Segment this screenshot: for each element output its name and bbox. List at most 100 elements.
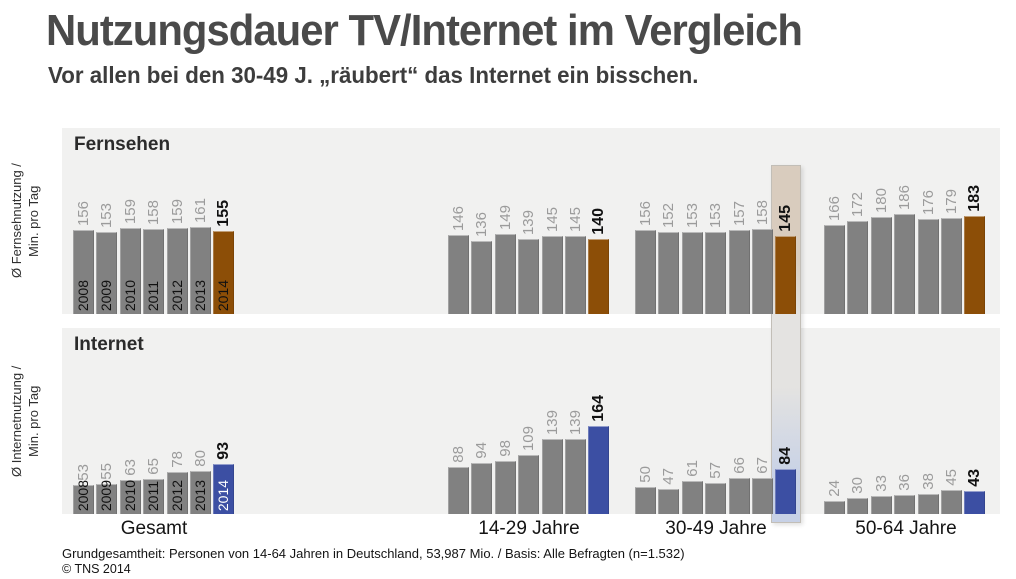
bar-internet-30-49-jahre-2012 bbox=[728, 478, 750, 514]
value-label-fernsehen-50-64-jahre-2012: 176 bbox=[919, 189, 937, 215]
value-label-fernsehen-50-64-jahre-2013: 179 bbox=[943, 188, 960, 214]
bar-internet-30-49-jahre-2011 bbox=[705, 483, 727, 514]
bar-internet-30-49-jahre-2014 bbox=[775, 469, 797, 514]
value-label-internet-gesamt-2010: 63 bbox=[121, 459, 139, 476]
year-label-fernsehen-2011: 2011 bbox=[145, 280, 162, 311]
value-label-fernsehen-14-29-jahre-2011: 139 bbox=[520, 209, 538, 235]
page-title: Nutzungsdauer TV/Internet im Vergleich bbox=[46, 6, 803, 55]
bar-fernsehen-gesamt-2011 bbox=[143, 229, 165, 314]
bar-internet-gesamt-2009 bbox=[96, 484, 118, 514]
year-label-internet-2009: 2009 bbox=[98, 479, 115, 511]
bar-internet-gesamt-2010 bbox=[119, 480, 141, 514]
copyright: © TNS 2014 bbox=[62, 562, 131, 576]
group-label-50-64: 50-64 Jahre bbox=[855, 518, 957, 539]
value-label-internet-30-49-jahre-2014: 84 bbox=[777, 447, 795, 465]
value-label-internet-14-29-jahre-2008: 88 bbox=[450, 446, 467, 463]
value-label-fernsehen-gesamt-2009: 153 bbox=[98, 202, 116, 228]
bar-internet-50-64-jahre-2014 bbox=[964, 491, 986, 514]
bar-fernsehen-30-49-jahre-2010 bbox=[681, 232, 703, 314]
value-label-fernsehen-50-64-jahre-2008: 166 bbox=[826, 195, 843, 221]
tv-panel-title: Fernsehen bbox=[74, 134, 171, 155]
bar-fernsehen-gesamt-2010 bbox=[119, 228, 141, 314]
value-label-fernsehen-14-29-jahre-2008: 146 bbox=[450, 205, 467, 231]
value-label-internet-gesamt-2014: 93 bbox=[215, 442, 233, 460]
bar-fernsehen-14-29-jahre-2013 bbox=[565, 236, 586, 314]
value-label-internet-gesamt-2008: 53 bbox=[75, 464, 92, 481]
bar-fernsehen-50-64-jahre-2012 bbox=[917, 219, 939, 314]
year-label-internet-2008: 2008 bbox=[75, 479, 91, 511]
value-label-internet-14-29-jahre-2011: 109 bbox=[520, 425, 538, 451]
value-label-fernsehen-14-29-jahre-2012: 145 bbox=[543, 206, 561, 232]
value-label-fernsehen-14-29-jahre-2009: 136 bbox=[473, 211, 491, 237]
bar-internet-50-64-jahre-2012 bbox=[917, 494, 939, 514]
group-label-30-49: 30-49 Jahre bbox=[665, 518, 767, 539]
bar-fernsehen-gesamt-2013 bbox=[190, 227, 211, 314]
value-label-fernsehen-14-29-jahre-2013: 145 bbox=[567, 206, 584, 232]
tv-axis-label: Ø Fernsehnutzung / Min. pro Tag bbox=[9, 163, 41, 279]
bar-internet-50-64-jahre-2013 bbox=[941, 490, 962, 514]
value-label-fernsehen-50-64-jahre-2009: 172 bbox=[849, 191, 867, 217]
tv-bars: 156 2008 153 2009 159 2010 158 2011 159 2012 161 20… bbox=[62, 128, 1000, 314]
bar-internet-50-64-jahre-2011 bbox=[894, 495, 916, 514]
year-label-fernsehen-2013: 2013 bbox=[192, 279, 208, 311]
value-label-fernsehen-gesamt-2011: 158 bbox=[145, 199, 163, 225]
value-label-fernsehen-30-49-jahre-2011: 153 bbox=[707, 202, 725, 228]
bar-fernsehen-30-49-jahre-2009 bbox=[658, 232, 680, 314]
value-label-internet-50-64-jahre-2012: 38 bbox=[919, 473, 937, 490]
bar-fernsehen-30-49-jahre-2008 bbox=[635, 230, 656, 314]
bar-fernsehen-14-29-jahre-2012 bbox=[541, 236, 563, 314]
bar-internet-30-49-jahre-2009 bbox=[658, 489, 680, 514]
bar-fernsehen-50-64-jahre-2011 bbox=[894, 214, 916, 314]
bar-internet-gesamt-2012 bbox=[166, 472, 188, 514]
value-label-internet-30-49-jahre-2010: 61 bbox=[683, 460, 701, 477]
value-label-fernsehen-gesamt-2012: 159 bbox=[168, 198, 186, 224]
bar-fernsehen-14-29-jahre-2008 bbox=[448, 235, 469, 314]
value-label-internet-50-64-jahre-2010: 33 bbox=[872, 475, 890, 492]
basis-note: Grundgesamtheit: Personen von 14-64 Jahr… bbox=[62, 546, 685, 561]
year-label-internet-2010: 2010 bbox=[121, 479, 138, 511]
bar-fernsehen-14-29-jahre-2011 bbox=[518, 239, 540, 314]
value-label-fernsehen-50-64-jahre-2011: 186 bbox=[896, 184, 914, 210]
bar-internet-30-49-jahre-2008 bbox=[635, 487, 656, 514]
value-label-internet-50-64-jahre-2014: 43 bbox=[966, 469, 984, 487]
year-label-fernsehen-2012: 2012 bbox=[168, 279, 185, 311]
bar-fernsehen-30-49-jahre-2012 bbox=[728, 230, 750, 314]
value-label-internet-50-64-jahre-2011: 36 bbox=[896, 474, 914, 491]
year-label-internet-2012: 2012 bbox=[168, 479, 185, 511]
bar-internet-14-29-jahre-2012 bbox=[541, 439, 563, 514]
bar-fernsehen-30-49-jahre-2014 bbox=[775, 236, 797, 314]
value-label-fernsehen-50-64-jahre-2014: 183 bbox=[966, 185, 984, 212]
page-subtitle: Vor allen bei den 30-49 J. „räubert“ das… bbox=[48, 62, 699, 88]
value-label-internet-gesamt-2009: 55 bbox=[98, 463, 116, 480]
group-label-14-29: 14-29 Jahre bbox=[478, 518, 580, 539]
value-label-internet-30-49-jahre-2009: 47 bbox=[660, 468, 678, 485]
value-label-fernsehen-30-49-jahre-2010: 153 bbox=[683, 202, 701, 228]
bar-internet-30-49-jahre-2010 bbox=[681, 481, 703, 514]
value-label-internet-50-64-jahre-2009: 30 bbox=[849, 477, 867, 494]
internet-bars: 53 2008 55 2009 63 2010 65 2011 78 2012 80 2013 93 20… bbox=[62, 328, 1000, 514]
year-label-internet-2011: 2011 bbox=[145, 480, 162, 511]
value-label-fernsehen-gesamt-2014: 155 bbox=[215, 200, 233, 227]
year-label-fernsehen-2010: 2010 bbox=[121, 279, 138, 311]
bar-fernsehen-14-29-jahre-2014 bbox=[588, 239, 610, 314]
bar-fernsehen-gesamt-2009 bbox=[96, 232, 118, 314]
value-label-fernsehen-gesamt-2010: 159 bbox=[121, 198, 139, 224]
value-label-internet-14-29-jahre-2014: 164 bbox=[590, 395, 608, 422]
bar-internet-gesamt-2011 bbox=[143, 479, 165, 514]
bar-internet-14-29-jahre-2008 bbox=[448, 467, 469, 514]
internet-axis-label: Ø Internetnutzung / Min. pro Tag bbox=[9, 365, 41, 477]
bar-internet-50-64-jahre-2008 bbox=[824, 501, 845, 514]
bar-internet-50-64-jahre-2009 bbox=[847, 498, 869, 514]
bar-internet-14-29-jahre-2013 bbox=[565, 439, 586, 514]
value-label-fernsehen-14-29-jahre-2010: 149 bbox=[496, 204, 514, 230]
bar-fernsehen-14-29-jahre-2010 bbox=[494, 234, 516, 314]
value-label-internet-30-49-jahre-2012: 66 bbox=[730, 457, 748, 474]
bar-fernsehen-50-64-jahre-2008 bbox=[824, 225, 845, 314]
value-label-fernsehen-gesamt-2013: 161 bbox=[192, 197, 209, 223]
value-label-internet-30-49-jahre-2011: 57 bbox=[707, 462, 725, 479]
value-label-internet-14-29-jahre-2012: 139 bbox=[543, 409, 561, 435]
bar-fernsehen-50-64-jahre-2009 bbox=[847, 221, 869, 314]
bar-fernsehen-30-49-jahre-2013 bbox=[752, 229, 773, 314]
year-label-internet-2014: 2014 bbox=[215, 479, 232, 511]
value-label-internet-14-29-jahre-2010: 98 bbox=[496, 440, 514, 457]
